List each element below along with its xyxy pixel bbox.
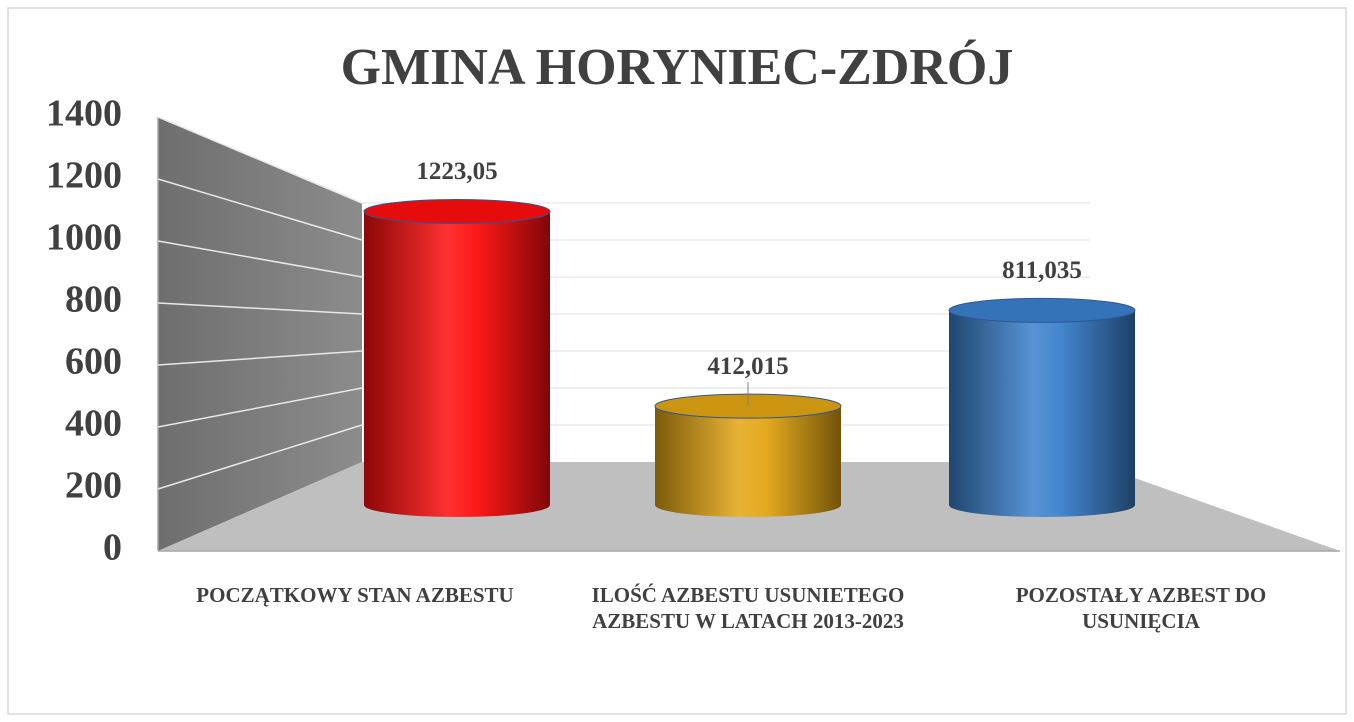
x-tick-label: POZOSTAŁY AZBEST DO USUNIĘCIA (1015, 583, 1267, 633)
grid-line (157, 116, 363, 204)
y-tick-label: 600 (65, 341, 122, 383)
grid-line (157, 240, 363, 278)
value-label: 811,035 (1002, 257, 1082, 284)
x-tick-label: POCZĄTKOWY STAN AZBESTU (196, 583, 514, 607)
bar (655, 406, 841, 505)
grid-line (157, 350, 363, 366)
y-tick-label: 1400 (46, 93, 122, 135)
y-tick-label: 1200 (46, 155, 122, 197)
value-label: 412,015 (707, 353, 788, 380)
grid-line (157, 387, 363, 428)
chart-title: GMINA HORYNIEC-ZDRÓJ (341, 38, 1014, 96)
bar-top (363, 198, 551, 224)
y-tick-label: 0 (103, 527, 122, 569)
y-tick-label: 1000 (46, 217, 122, 259)
bar (364, 211, 550, 505)
bar-top (948, 297, 1136, 323)
x-tick-label: ILOŚĆ AZBESTU USUNIETEGO AZBESTU W LATAC… (591, 583, 905, 633)
y-tick-label: 400 (65, 403, 122, 445)
grid-line (157, 424, 363, 490)
value-label: 1223,05 (416, 158, 497, 185)
y-tick-label: 200 (65, 465, 122, 507)
chart-border (7, 7, 1347, 715)
y-tick-label: 800 (65, 279, 122, 321)
bar (949, 310, 1135, 505)
grid-line (157, 178, 363, 241)
grid-line (157, 302, 363, 315)
